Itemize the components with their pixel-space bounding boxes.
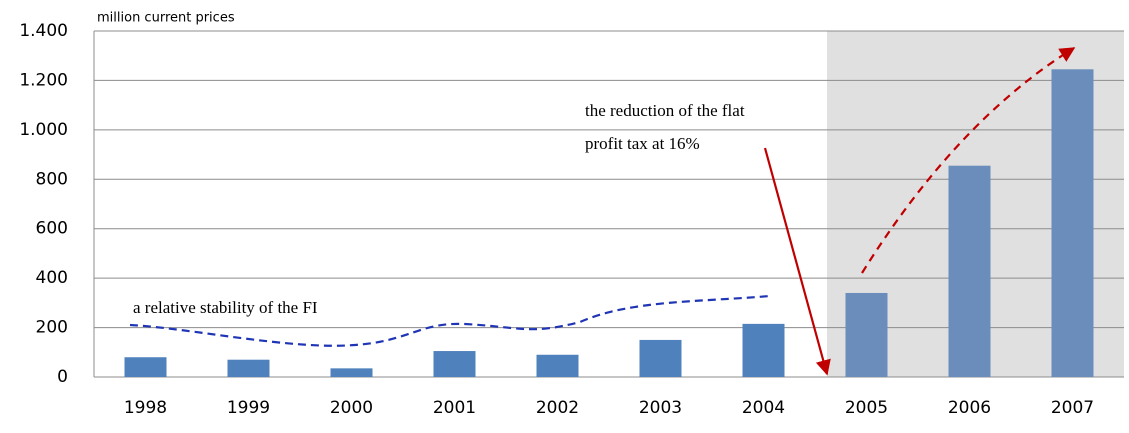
x-tick-label: 2007 xyxy=(1051,398,1094,418)
x-tick-label: 2005 xyxy=(845,398,888,418)
y-tick-label: 0 xyxy=(57,367,68,387)
bar xyxy=(742,323,785,377)
unit-label: million current prices xyxy=(97,11,235,26)
x-tick-label: 2002 xyxy=(536,398,579,418)
y-tick-label: 200 xyxy=(36,318,68,338)
x-tick-label: 2003 xyxy=(639,398,682,418)
x-tick-label: 2001 xyxy=(433,398,476,418)
y-tick-label: 1.200 xyxy=(19,70,68,90)
annotation: the reduction of the flat xyxy=(585,101,745,120)
annotation: a relative stability of the FI xyxy=(133,298,318,317)
y-tick-label: 1.400 xyxy=(19,21,68,41)
bar xyxy=(227,359,270,377)
x-tick-label: 1998 xyxy=(124,398,167,418)
bar xyxy=(845,292,888,377)
x-tick-label: 2004 xyxy=(742,398,785,418)
y-tick-label: 1.000 xyxy=(19,120,68,140)
bar xyxy=(948,165,991,377)
bar xyxy=(330,368,373,377)
y-tick-label: 800 xyxy=(36,169,68,189)
bar xyxy=(1051,69,1094,378)
y-tick-label: 400 xyxy=(36,268,68,288)
bar xyxy=(639,339,682,377)
bar xyxy=(433,351,476,377)
x-tick-label: 2006 xyxy=(948,398,991,418)
dashed-arrow xyxy=(861,47,1076,274)
annotation: profit tax at 16% xyxy=(585,134,700,153)
x-tick-label: 1999 xyxy=(227,398,270,418)
y-tick-label: 600 xyxy=(36,219,68,239)
arrow xyxy=(763,147,831,376)
x-tick-label: 2000 xyxy=(330,398,373,418)
bar xyxy=(124,357,167,377)
bar xyxy=(536,354,579,377)
